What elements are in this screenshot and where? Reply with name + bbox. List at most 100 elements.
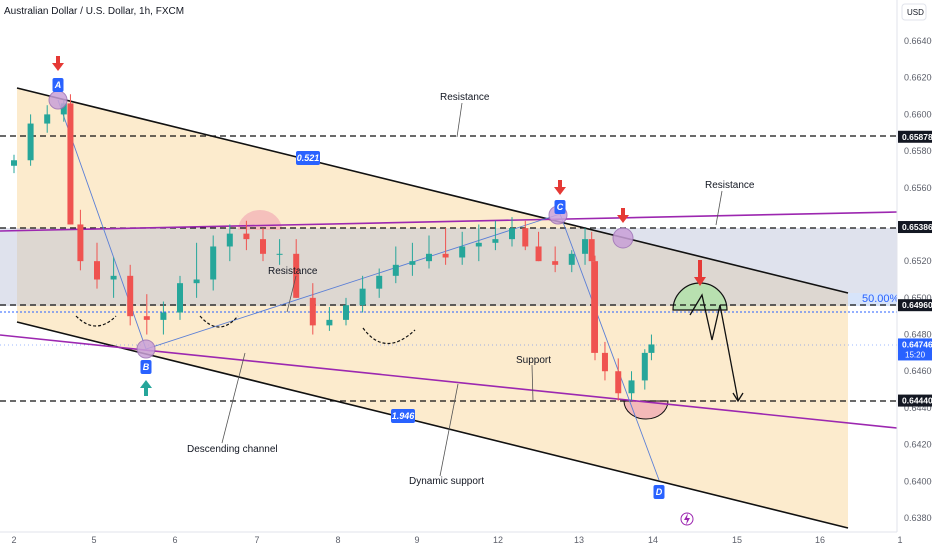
candle [376, 268, 383, 298]
candle [582, 228, 589, 265]
channel-upper-line [16, 87, 849, 294]
price-label-text: 0.64440 [902, 396, 932, 406]
currency-button[interactable] [901, 3, 927, 21]
price-label: 0.65878 [898, 130, 932, 143]
price-label-text: 0.64746 [902, 339, 932, 349]
candle [11, 154, 17, 174]
time-tick-label: 7 [254, 535, 259, 545]
candles-layer [11, 94, 655, 401]
arrow-down-icon [52, 56, 64, 71]
time-axis-ticks: 2 5 6 7 8 9 12 13 14 15 16 1 [11, 535, 902, 545]
candle [628, 371, 635, 401]
candle [492, 220, 499, 251]
annotation-label: Resistance [268, 266, 318, 277]
pivot-d-circle [612, 227, 634, 249]
candle [44, 105, 51, 133]
candle [276, 239, 283, 265]
arrow-up-icon [140, 380, 152, 396]
price-label-text: 0.65878 [902, 132, 932, 142]
price-label: 0.64960 [898, 299, 932, 312]
badges-layer: A B C D 0.521 1.946 [52, 78, 665, 499]
symbol-title: Australian Dollar / U.S. Dollar, 1h, FXC… [4, 6, 184, 17]
candle [568, 250, 575, 273]
channel-lower-line [16, 321, 849, 529]
candle [359, 275, 366, 313]
price-label: 0.65386 [898, 221, 932, 234]
candle [552, 246, 559, 273]
candle [67, 94, 74, 225]
annotation-pointer [439, 383, 459, 477]
candle [601, 341, 608, 381]
badge-text: 0.521 [297, 153, 320, 163]
arrow-down-icon [694, 260, 706, 286]
annotation-pointer [286, 275, 297, 313]
badge: 0.521 [296, 151, 320, 165]
time-tick-label: 16 [815, 535, 825, 545]
candle [426, 235, 432, 269]
candle [260, 228, 266, 262]
time-tick-label: 12 [493, 535, 503, 545]
badge-text: 1.946 [392, 411, 416, 421]
annotation-label: Dynamic support [409, 476, 484, 487]
candle [509, 217, 515, 247]
smile-arc-1 [75, 315, 117, 327]
smile-arc-3 [362, 327, 416, 345]
time-tick-label: 13 [574, 535, 584, 545]
range-zone [0, 228, 897, 306]
candle [293, 239, 300, 298]
badge: D [653, 485, 665, 499]
candle [143, 294, 150, 335]
time-tick-label: 15 [732, 535, 742, 545]
price-axis[interactable] [897, 0, 932, 550]
candle [309, 283, 316, 335]
badge-text: C [557, 202, 564, 212]
lightning-icon[interactable] [680, 512, 694, 526]
annotation-pointer [531, 364, 534, 402]
annotations-layer: Resistance Resistance Resistance Support Des… [187, 92, 755, 487]
badge-text: A [54, 80, 62, 90]
badge: 1.946 [391, 409, 415, 423]
price-label-time: 15:20 [905, 350, 926, 359]
candle [535, 231, 542, 262]
candle [522, 220, 529, 251]
smile-arc-2 [199, 315, 239, 328]
fib-label: 50.00% [862, 293, 900, 305]
arrow-down-icon [617, 208, 629, 223]
candle [160, 301, 167, 335]
time-tick-label: 9 [414, 535, 419, 545]
price-label: 0.64440 [898, 394, 932, 407]
candle [177, 275, 183, 320]
candle [127, 264, 134, 326]
pivot-b-circle [136, 339, 156, 359]
candle [641, 349, 648, 390]
candle [442, 228, 449, 265]
annotation-label: Resistance [440, 92, 490, 103]
annotation-pointer [221, 352, 246, 444]
abcd-pattern [57, 99, 660, 481]
candle [648, 334, 655, 361]
time-tick-label: 1 [897, 535, 902, 545]
candle [226, 224, 233, 262]
time-tick-label: 6 [172, 535, 177, 545]
price-tick-label: 0.63800 [904, 513, 932, 523]
projection-path [689, 293, 739, 401]
badge-text: B [143, 362, 150, 372]
time-tick-label: 5 [91, 535, 96, 545]
badge: B [140, 360, 152, 374]
time-tick-label: 14 [648, 535, 658, 545]
candle [615, 358, 622, 401]
annotation-pointer [715, 190, 723, 226]
candle [193, 242, 200, 298]
